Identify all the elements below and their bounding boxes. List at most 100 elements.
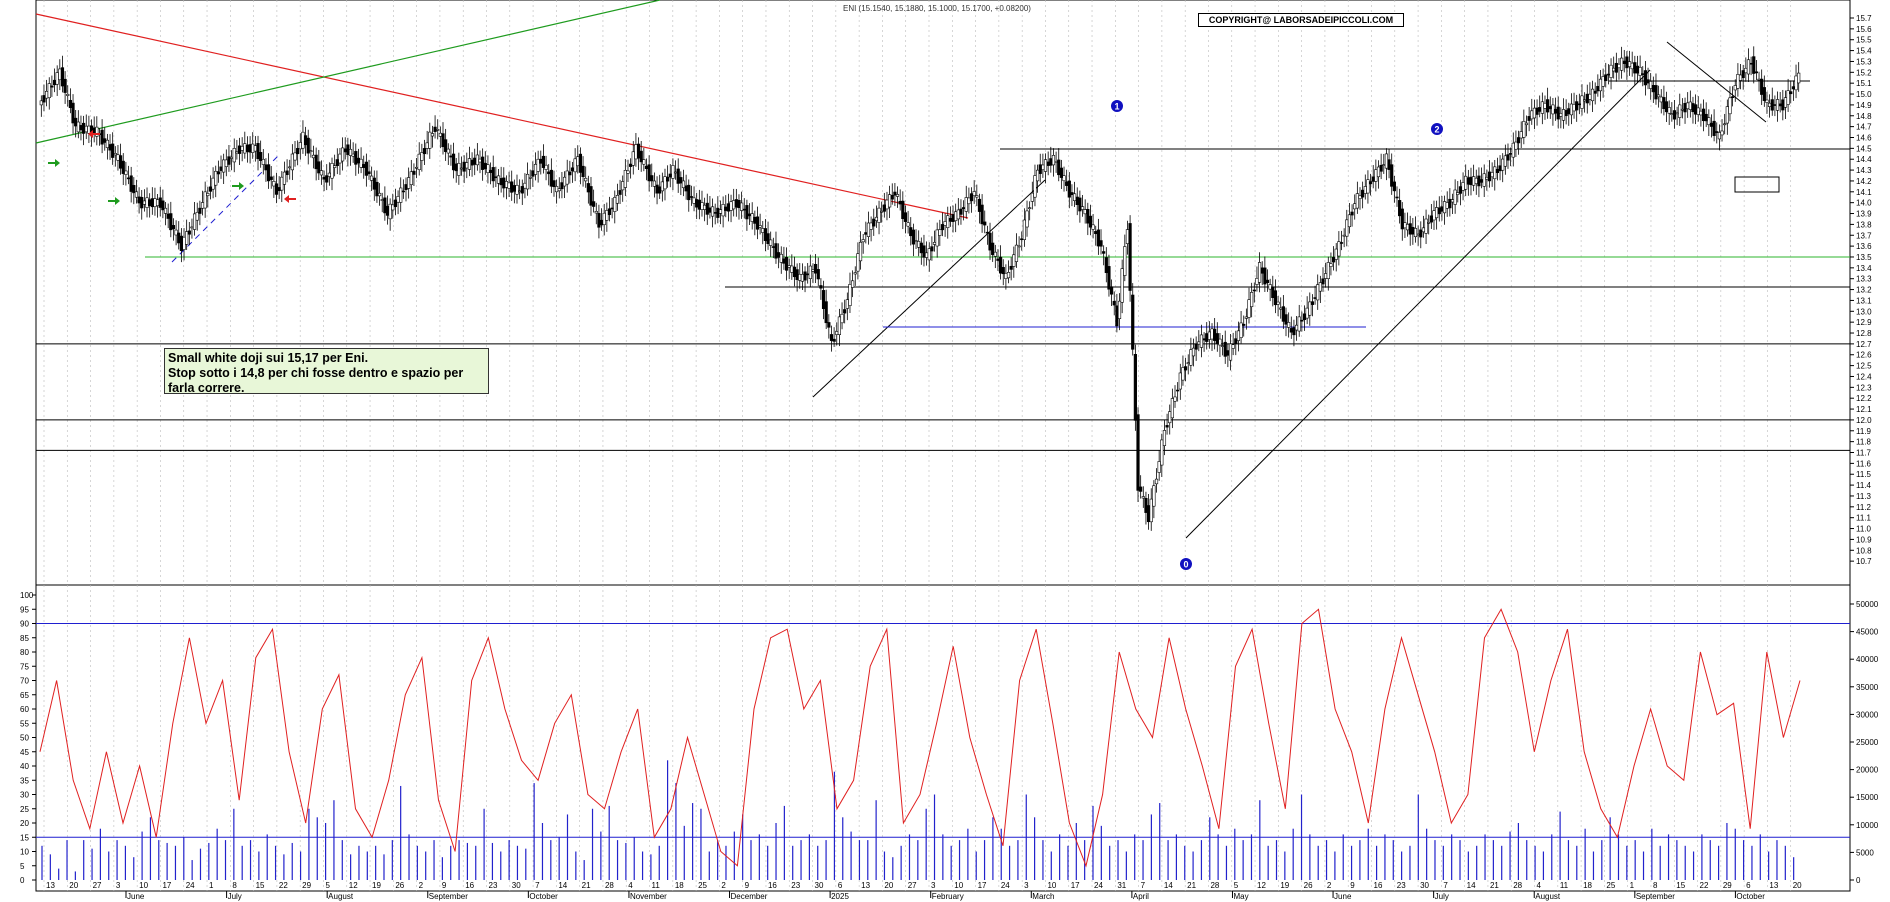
candle-body xyxy=(885,199,889,210)
candle-body xyxy=(940,224,945,231)
candle-body xyxy=(1535,107,1539,115)
oscillator-tick-label: 25 xyxy=(20,805,29,814)
candle-body xyxy=(1649,81,1653,89)
price-candles xyxy=(39,46,1801,531)
candle-body xyxy=(898,200,902,205)
day-label: 7 xyxy=(535,881,540,890)
candle-body xyxy=(1361,189,1365,198)
day-label: 29 xyxy=(1723,881,1732,890)
day-label: 17 xyxy=(162,881,171,890)
volume-tick-label: 40000 xyxy=(1856,655,1879,664)
candle-body xyxy=(1234,338,1238,344)
candle-body xyxy=(1347,214,1352,228)
day-label: 2 xyxy=(419,881,424,890)
candle-body xyxy=(914,240,918,242)
candle-body xyxy=(1498,165,1502,172)
candle-body xyxy=(478,158,482,163)
candle-body xyxy=(510,181,514,193)
day-label: 16 xyxy=(1374,881,1383,890)
candle-body xyxy=(1635,65,1640,74)
candle-body xyxy=(856,253,860,272)
price-tick-label: 11.1 xyxy=(1856,514,1872,523)
candle-body xyxy=(1014,244,1019,262)
candle-body xyxy=(272,181,276,187)
candle-body xyxy=(1783,97,1788,108)
candle-body xyxy=(290,153,294,171)
candle-body xyxy=(771,246,775,248)
price-tick-label: 15.4 xyxy=(1856,47,1872,56)
day-label: 2 xyxy=(1327,881,1332,890)
candle-body xyxy=(1564,110,1568,117)
candle-body xyxy=(1395,196,1399,199)
day-label: 28 xyxy=(1210,881,1219,890)
day-label: 27 xyxy=(93,881,102,890)
candle-body xyxy=(1033,175,1037,198)
day-label: 3 xyxy=(116,881,121,890)
candle-body xyxy=(1075,196,1079,205)
candle-body xyxy=(1025,210,1029,228)
candle-body xyxy=(1088,215,1093,228)
candle-body xyxy=(893,191,897,196)
candle-body xyxy=(340,147,345,162)
candle-body xyxy=(1276,301,1280,305)
candle-body xyxy=(1646,79,1650,84)
candle-body xyxy=(782,258,786,264)
candle-body xyxy=(470,159,474,166)
candle-body xyxy=(314,154,318,170)
candle-body xyxy=(1580,95,1584,109)
candle-body xyxy=(1294,324,1299,331)
candle-body xyxy=(198,207,202,214)
candle-body xyxy=(1112,300,1116,306)
candle-body xyxy=(594,211,598,214)
candle-body xyxy=(145,197,149,208)
candle-body xyxy=(1157,461,1161,473)
candle-body xyxy=(1723,123,1727,126)
candle-body xyxy=(1268,284,1272,290)
day-label: 19 xyxy=(372,881,381,890)
candle-body xyxy=(695,199,699,208)
price-tick-label: 15.7 xyxy=(1856,14,1872,23)
candle-body xyxy=(481,156,485,170)
candle-body xyxy=(391,204,395,211)
price-tick-label: 12.5 xyxy=(1856,362,1872,371)
candle-body xyxy=(607,208,612,215)
candle-body xyxy=(486,164,490,174)
candle-body xyxy=(1205,333,1209,342)
candle-body xyxy=(740,202,744,211)
price-tick-label: 12.0 xyxy=(1856,416,1872,425)
candle-body xyxy=(1588,93,1592,100)
candle-body xyxy=(473,157,477,165)
candle-body xyxy=(132,185,136,194)
candle-body xyxy=(1186,362,1190,364)
candle-body xyxy=(354,151,358,165)
candle-body xyxy=(544,164,548,170)
candle-body xyxy=(1131,294,1135,350)
candle-body xyxy=(1411,226,1415,235)
price-tick-label: 12.7 xyxy=(1856,340,1872,349)
candle-body xyxy=(1392,181,1396,192)
candle-body xyxy=(330,163,334,179)
candle-body xyxy=(1247,299,1251,318)
day-label: 15 xyxy=(256,881,265,890)
candle-body xyxy=(1228,343,1233,361)
candle-body xyxy=(705,202,709,215)
candle-body xyxy=(1004,272,1008,280)
candle-body xyxy=(306,137,310,154)
candle-body xyxy=(1482,173,1486,187)
chart-header: ENI (15.1540, 15.1880, 15.1000, 15.1700,… xyxy=(843,4,1031,13)
candle-body xyxy=(539,158,543,164)
candle-body xyxy=(843,309,847,314)
candle-body xyxy=(140,197,144,209)
candle-body xyxy=(872,218,876,227)
candle-body xyxy=(586,183,590,193)
candle-body xyxy=(208,186,213,192)
candle-body xyxy=(383,197,387,214)
candle-body xyxy=(985,231,989,234)
candle-body xyxy=(1231,344,1235,349)
day-label: 14 xyxy=(1164,881,1173,890)
candle-body xyxy=(50,85,54,88)
candle-body xyxy=(1382,164,1386,166)
candle-body xyxy=(1469,176,1473,186)
candle-body xyxy=(959,208,963,215)
candle-body xyxy=(570,167,575,172)
